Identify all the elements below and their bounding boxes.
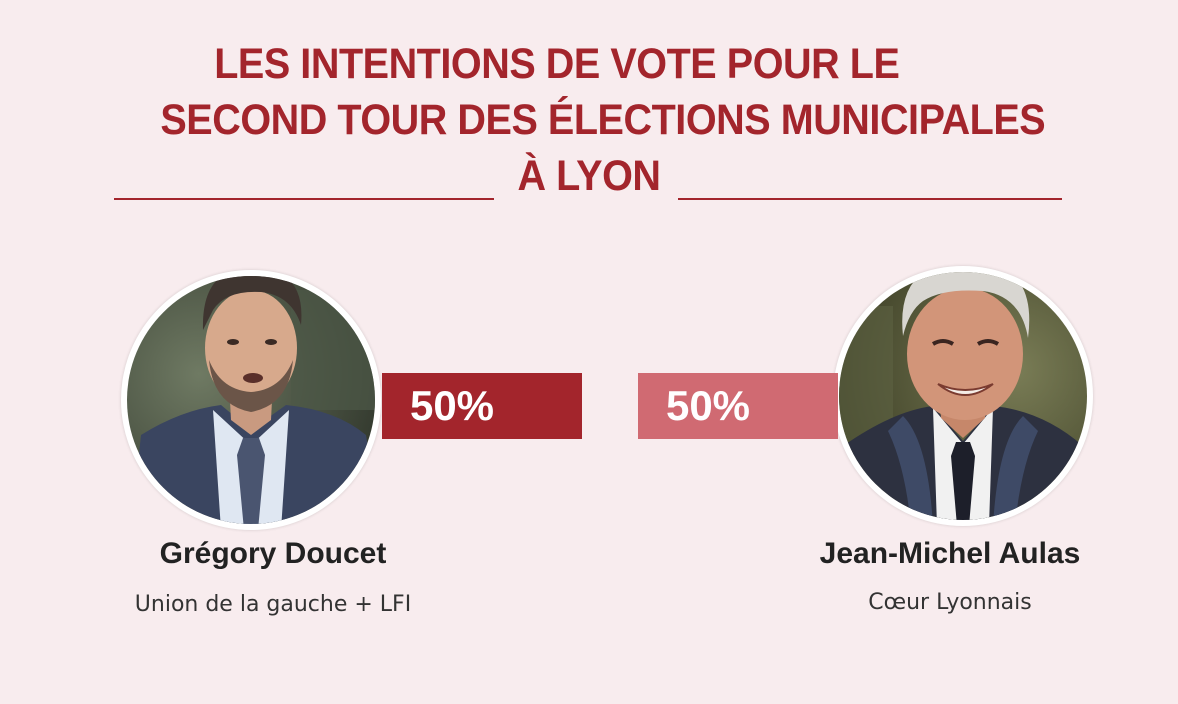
candidate-party-left: Union de la gauche + LFI	[134, 592, 412, 617]
bar-value-label-left: 50%	[410, 382, 494, 429]
candidate-name-right: Jean-Michel Aulas	[819, 537, 1081, 570]
bar-jean-michel-aulas	[638, 373, 838, 439]
title-line-2: SECOND TOUR DES ÉLECTIONS MUNICIPALES	[160, 96, 1046, 144]
candidate-portrait-left	[121, 270, 381, 530]
candidate-name-left: Grégory Doucet	[159, 537, 387, 570]
bar-gregory-doucet	[382, 373, 582, 439]
candidate-party-right: Cœur Lyonnais	[868, 590, 1032, 615]
candidate-portrait-right	[833, 266, 1093, 526]
title-rule-left	[114, 198, 494, 200]
title-line-1: LES INTENTIONS DE VOTE POUR LE	[214, 40, 900, 88]
bar-value-label-right: 50%	[666, 382, 750, 429]
portrait-photo-gregory-doucet	[127, 276, 375, 524]
chart-title: LES INTENTIONS DE VOTE POUR LE SECOND TO…	[47, 36, 1131, 204]
title-line-3: À LYON	[517, 152, 661, 200]
portrait-photo-jean-michel-aulas	[839, 272, 1087, 520]
title-rule-right	[678, 198, 1062, 200]
